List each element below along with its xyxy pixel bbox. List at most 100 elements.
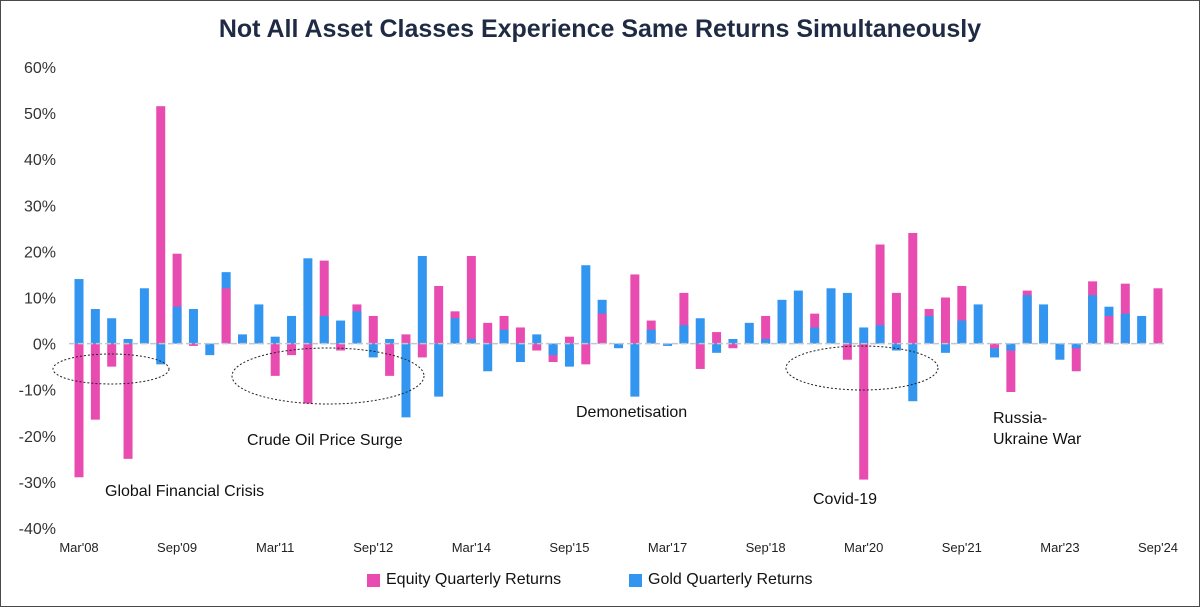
gold-bar — [581, 265, 591, 344]
highlight-ellipse — [52, 353, 170, 385]
x-tick-label: Mar'20 — [844, 540, 883, 555]
x-tick-label: Mar'08 — [59, 540, 98, 555]
x-tick-label: Sep'15 — [549, 540, 589, 555]
equity-bar — [417, 343, 427, 358]
gold-bar — [957, 320, 967, 344]
gold-bar — [237, 334, 247, 344]
gold-bar — [548, 343, 558, 356]
y-tick-label: 50% — [24, 106, 56, 123]
bar-series — [74, 106, 1163, 480]
x-tick-label: Mar'23 — [1040, 540, 1079, 555]
equity-bar — [483, 322, 493, 344]
legend-gold-swatch — [629, 573, 642, 587]
equity-bar — [90, 343, 100, 420]
equity-bar — [712, 332, 722, 344]
gold-bar — [564, 343, 574, 367]
gold-bar — [352, 311, 362, 344]
equity-bar — [107, 343, 117, 367]
equity-bar — [957, 285, 967, 344]
equity-bar — [842, 343, 852, 360]
gold-bar — [205, 343, 215, 356]
gold-bar — [1071, 343, 1081, 349]
y-tick-label: 10% — [24, 291, 56, 308]
gold-bar — [532, 334, 542, 344]
gold-bar — [1120, 313, 1130, 344]
y-tick-label: -30% — [19, 475, 56, 492]
gold-bar — [139, 288, 149, 344]
equity-bar — [891, 292, 901, 344]
equity-bar — [303, 343, 313, 404]
gold-bar — [1088, 295, 1098, 344]
gold-bar — [336, 320, 346, 344]
x-tick-label: Sep'21 — [942, 540, 982, 555]
equity-bar — [188, 343, 198, 346]
y-tick-label: -20% — [19, 429, 56, 446]
gold-bar — [793, 290, 803, 344]
equity-bar — [74, 343, 84, 478]
legend-equity-swatch — [367, 573, 380, 587]
gold-bar — [434, 343, 444, 397]
equity-bar — [679, 292, 689, 344]
equity-bar — [123, 343, 133, 459]
gold-bar — [90, 309, 100, 344]
equity-bar — [336, 343, 346, 351]
equity-bar — [695, 343, 705, 369]
equity-bar — [564, 336, 574, 344]
gold-bar — [908, 343, 918, 402]
legend-gold-label: Gold Quarterly Returns — [648, 571, 813, 588]
equity-bar — [728, 343, 738, 349]
equity-bar — [385, 343, 395, 376]
legend-gold: Gold Quarterly Returns — [629, 571, 813, 589]
equity-bar — [434, 285, 444, 344]
event-annotation: Demonetisation — [576, 404, 687, 421]
gold-bar — [287, 315, 297, 344]
gold-bar — [303, 258, 313, 344]
gold-bar — [875, 325, 885, 344]
gold-bar — [663, 343, 673, 346]
gold-bar — [1022, 295, 1032, 344]
x-tick-label: Mar'14 — [452, 540, 491, 555]
x-tick-label: Sep'24 — [1138, 540, 1178, 555]
event-annotation: Global Financial Crisis — [105, 483, 264, 500]
gold-bar — [1039, 304, 1049, 344]
gold-bar — [74, 279, 84, 344]
gold-bar — [1006, 343, 1016, 351]
equity-bar — [990, 343, 1000, 349]
gold-bar — [761, 338, 771, 344]
gold-bar — [172, 306, 182, 344]
equity-bar — [532, 343, 542, 351]
event-annotation: Crude Oil Price Surge — [247, 432, 403, 449]
gold-bar — [891, 343, 901, 351]
legend-equity-label: Equity Quarterly Returns — [386, 571, 562, 588]
y-tick-label: 60% — [24, 60, 56, 77]
event-highlights — [52, 345, 939, 405]
equity-bar — [287, 343, 297, 356]
y-tick-label: -10% — [19, 383, 56, 400]
y-tick-label: 20% — [24, 244, 56, 261]
gold-bar — [940, 343, 950, 353]
gold-bar — [254, 304, 264, 344]
gold-bar — [728, 338, 738, 344]
event-annotation: Ukraine War — [993, 431, 1082, 448]
gold-bar — [810, 327, 820, 344]
gold-bar — [744, 322, 754, 344]
gold-bar — [630, 343, 640, 397]
equity-bar — [319, 260, 329, 344]
equity-bar — [368, 315, 378, 344]
equity-bar — [466, 256, 476, 344]
equity-bar — [401, 334, 411, 344]
y-tick-label: 0% — [33, 337, 56, 354]
gold-bar — [777, 299, 787, 344]
y-tick-label: 40% — [24, 152, 56, 169]
x-tick-label: Sep'12 — [353, 540, 393, 555]
equity-bar — [908, 232, 918, 344]
x-tick-label: Sep'18 — [746, 540, 786, 555]
equity-bar — [597, 313, 607, 344]
equity-bar — [172, 253, 182, 344]
equity-bar — [859, 343, 869, 480]
x-tick-label: Mar'11 — [256, 540, 294, 555]
gold-bar — [826, 288, 836, 344]
gold-bar — [188, 309, 198, 344]
gold-bar — [712, 343, 722, 353]
